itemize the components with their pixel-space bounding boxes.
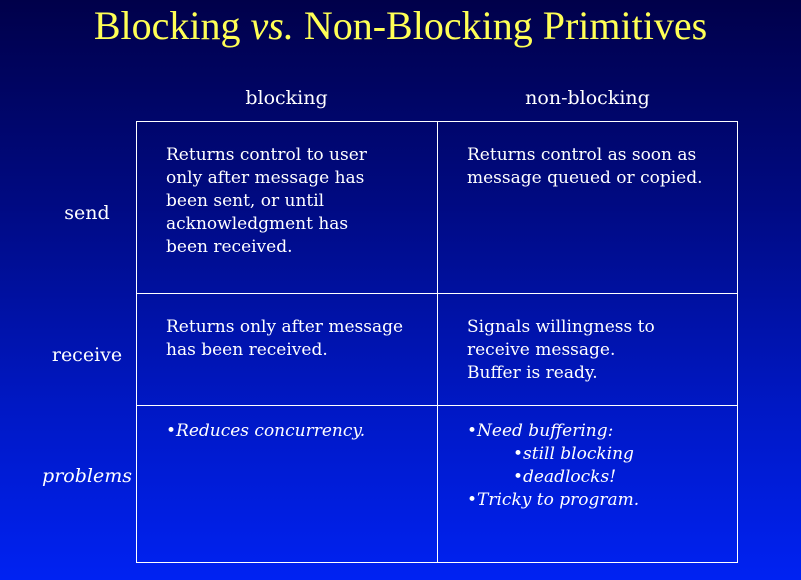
cell-text-line: •Reduces concurrency. [166,421,366,441]
cell-text-line: •Need buffering: [467,421,614,441]
cell-text-line: Returns control to user [166,145,367,165]
cell-problems-nonblocking: •Need buffering: •still blocking •deadlo… [467,420,639,512]
cell-problems-blocking: •Reduces concurrency. [166,420,365,443]
cell-text-line: been received. [166,237,293,257]
slide-title: Blocking vs. Non-Blocking Primitives [0,2,801,50]
table-row-divider-2 [136,405,738,406]
column-header-blocking: blocking [245,87,328,109]
cell-receive-nonblocking: Signals willingness to receive message. … [467,316,655,385]
cell-send-blocking: Returns control to user only after messa… [166,144,367,259]
cell-text-line-indented: •still blocking [513,444,634,464]
title-part-1: Blocking [93,3,251,48]
cell-send-nonblocking: Returns control as soon as message queue… [467,144,703,190]
cell-text-line: only after message has [166,168,365,188]
cell-text-line: been sent, or until [166,191,325,211]
row-header-send: send [64,202,110,224]
row-header-receive: receive [51,344,123,366]
cell-text-line: Returns only after message [166,317,404,337]
row-header-problems: problems [42,465,132,487]
cell-text-line: Signals willingness to [467,317,655,337]
cell-text-line: receive message. [467,340,616,360]
cell-text-line: Buffer is ready. [467,363,598,383]
cell-text-line: message queued or copied. [467,168,703,188]
cell-text-line: has been received. [166,340,328,360]
column-header-nonblocking: non-blocking [525,87,650,109]
table-column-divider [437,121,438,563]
cell-text-line: Returns control as soon as [467,145,697,165]
cell-receive-blocking: Returns only after message has been rece… [166,316,403,362]
table-row-divider-1 [136,293,738,294]
cell-text-line-indented: •deadlocks! [513,467,617,487]
cell-text-line: acknowledgment has [166,214,349,234]
cell-text-line: •Tricky to program. [467,490,640,510]
title-vs: vs. [250,3,294,48]
title-part-2: Non-Blocking Primitives [293,3,708,48]
